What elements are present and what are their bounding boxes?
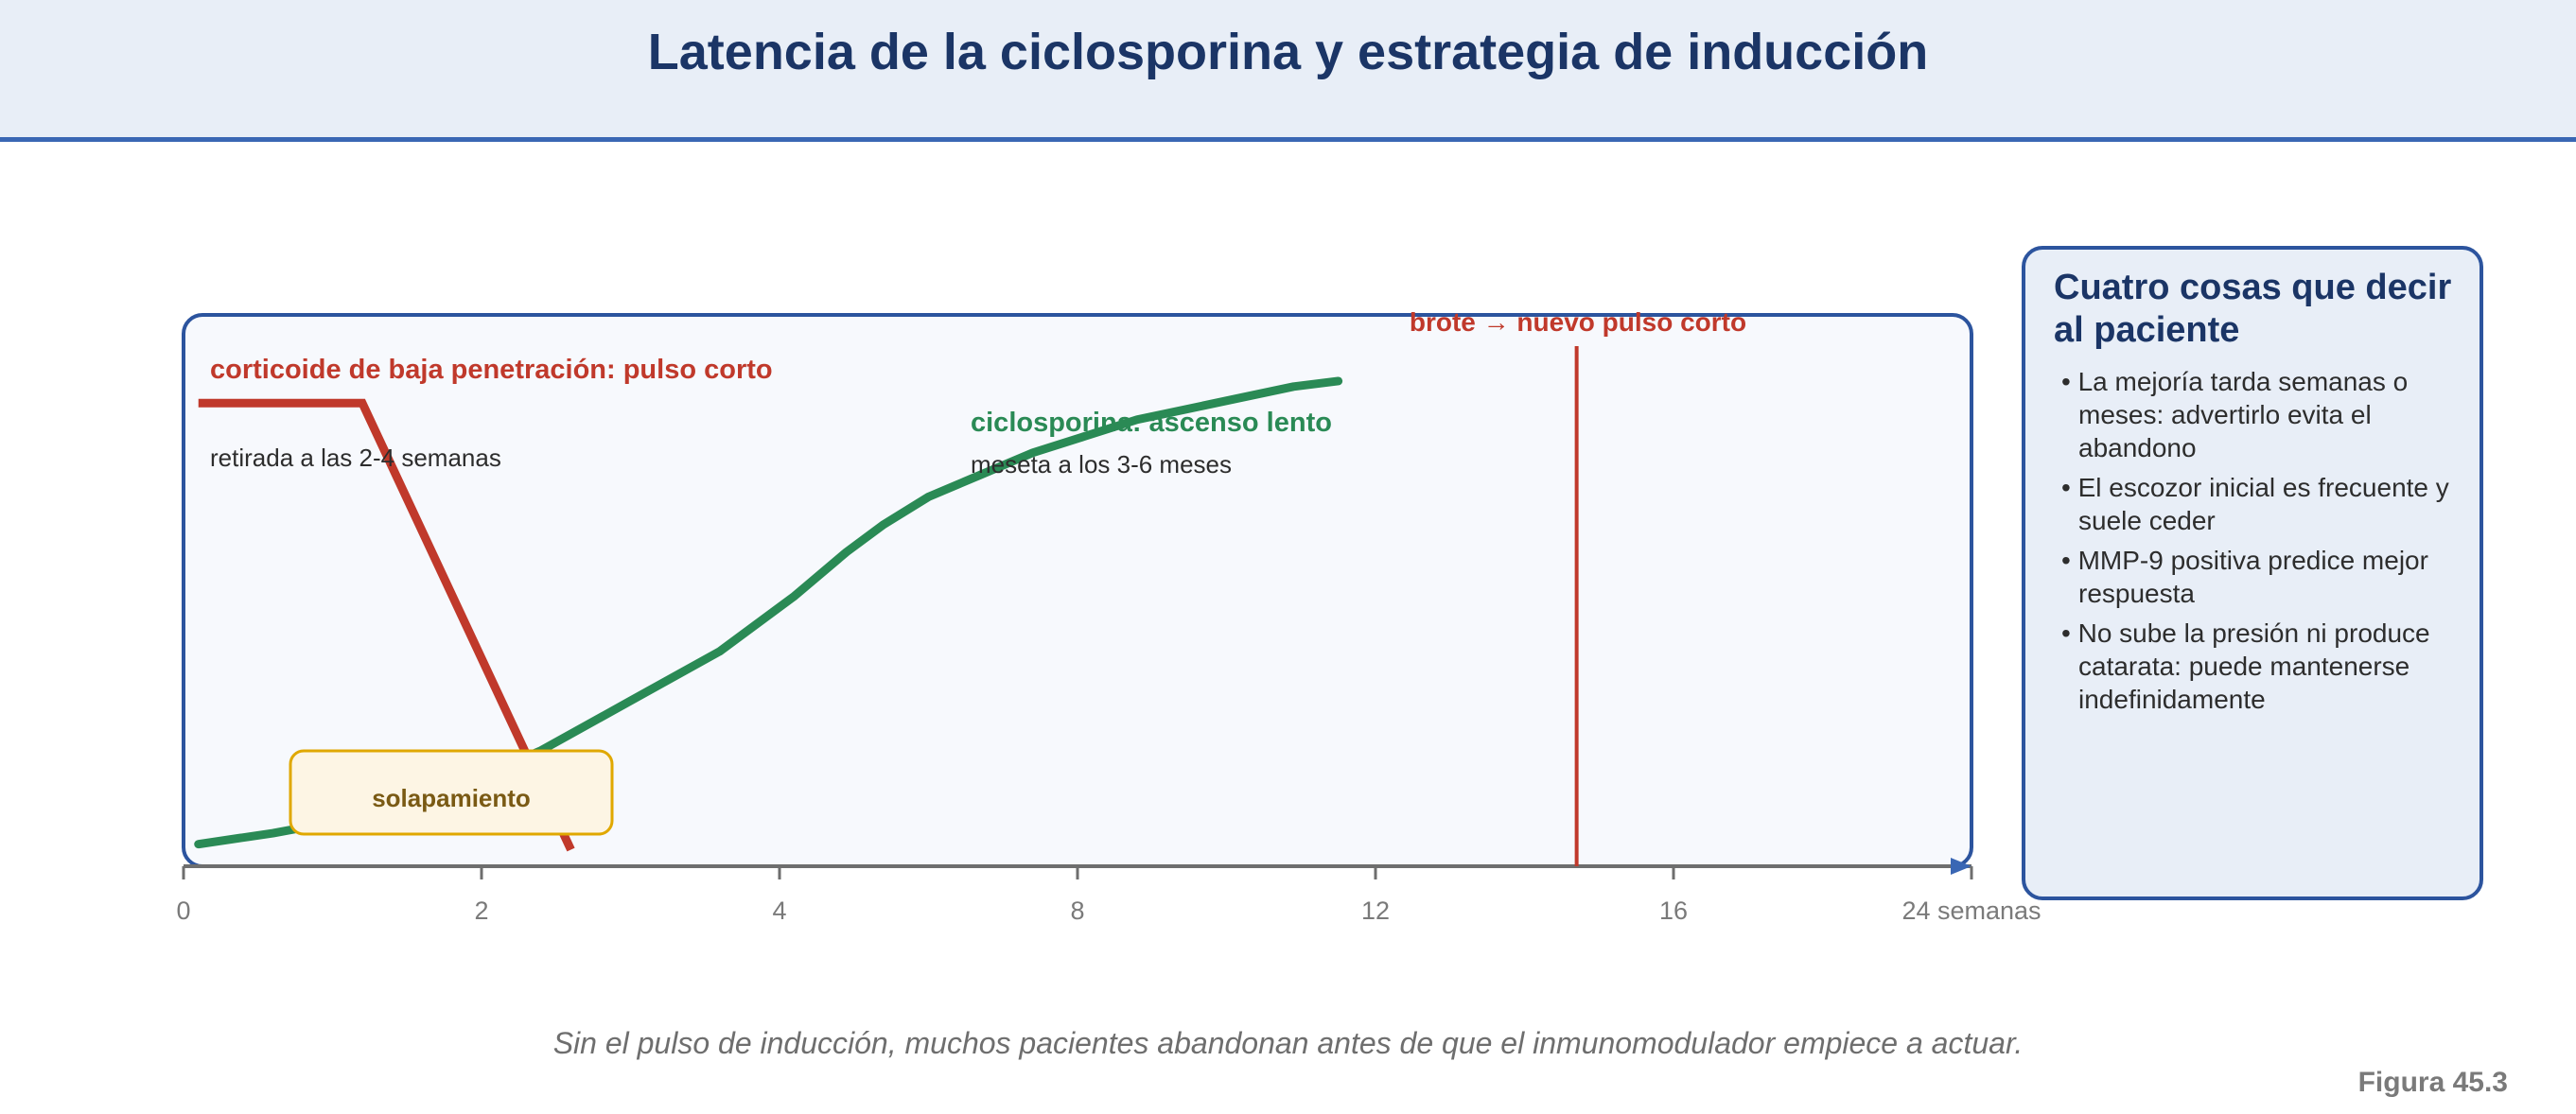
corticoid-series-label: corticoide de baja penetración: pulso co…	[210, 355, 773, 385]
x-tick-label: 8	[1070, 896, 1084, 925]
patient-tips-panel: Cuatro cosas que decir al paciente La me…	[2022, 246, 2483, 900]
patient-tip: MMP-9 positiva predice mejor respuesta	[2054, 544, 2455, 610]
page-title: Latencia de la ciclosporina y estrategia…	[647, 24, 1929, 80]
flare-marker-label: brote → nuevo pulso corto	[1410, 307, 1746, 337]
patient-tips-list: La mejoría tarda semanas o meses: advert…	[2054, 365, 2455, 716]
overlap-label: solapamiento	[372, 784, 531, 812]
patient-tip: La mejoría tarda semanas o meses: advert…	[2054, 365, 2455, 464]
header-bar: Latencia de la ciclosporina y estrategia…	[0, 0, 2576, 142]
overlap-box	[289, 749, 614, 836]
cyclosporine-series-note: meseta a los 3-6 meses	[971, 450, 1232, 479]
figure-caption: Sin el pulso de inducción, muchos pacien…	[552, 1026, 2024, 1060]
x-tick-label: 0	[176, 896, 190, 925]
x-tick-label: 4	[772, 896, 786, 925]
patient-tip: No sube la presión ni produce catarata: …	[2054, 617, 2455, 716]
patient-tips-title: Cuatro cosas que decir al paciente	[2054, 268, 2452, 350]
x-axis-arrow	[1951, 858, 1971, 875]
figure-number: Figura 45.3	[2357, 1067, 2508, 1098]
x-tick-label: 12	[1361, 896, 1390, 925]
patient-tip: El escozor inicial es frecuente y suele …	[2054, 471, 2455, 537]
x-tick-label: 24 semanas	[1901, 896, 2041, 925]
x-tick-label: 16	[1659, 896, 1688, 925]
corticoid-pulse-curve	[198, 398, 575, 852]
corticoid-series-note: retirada a las 2-4 semanas	[210, 444, 501, 472]
x-tick-label: 2	[474, 896, 488, 925]
cyclosporine-series-label: ciclosporina: ascenso lento	[971, 408, 1332, 438]
